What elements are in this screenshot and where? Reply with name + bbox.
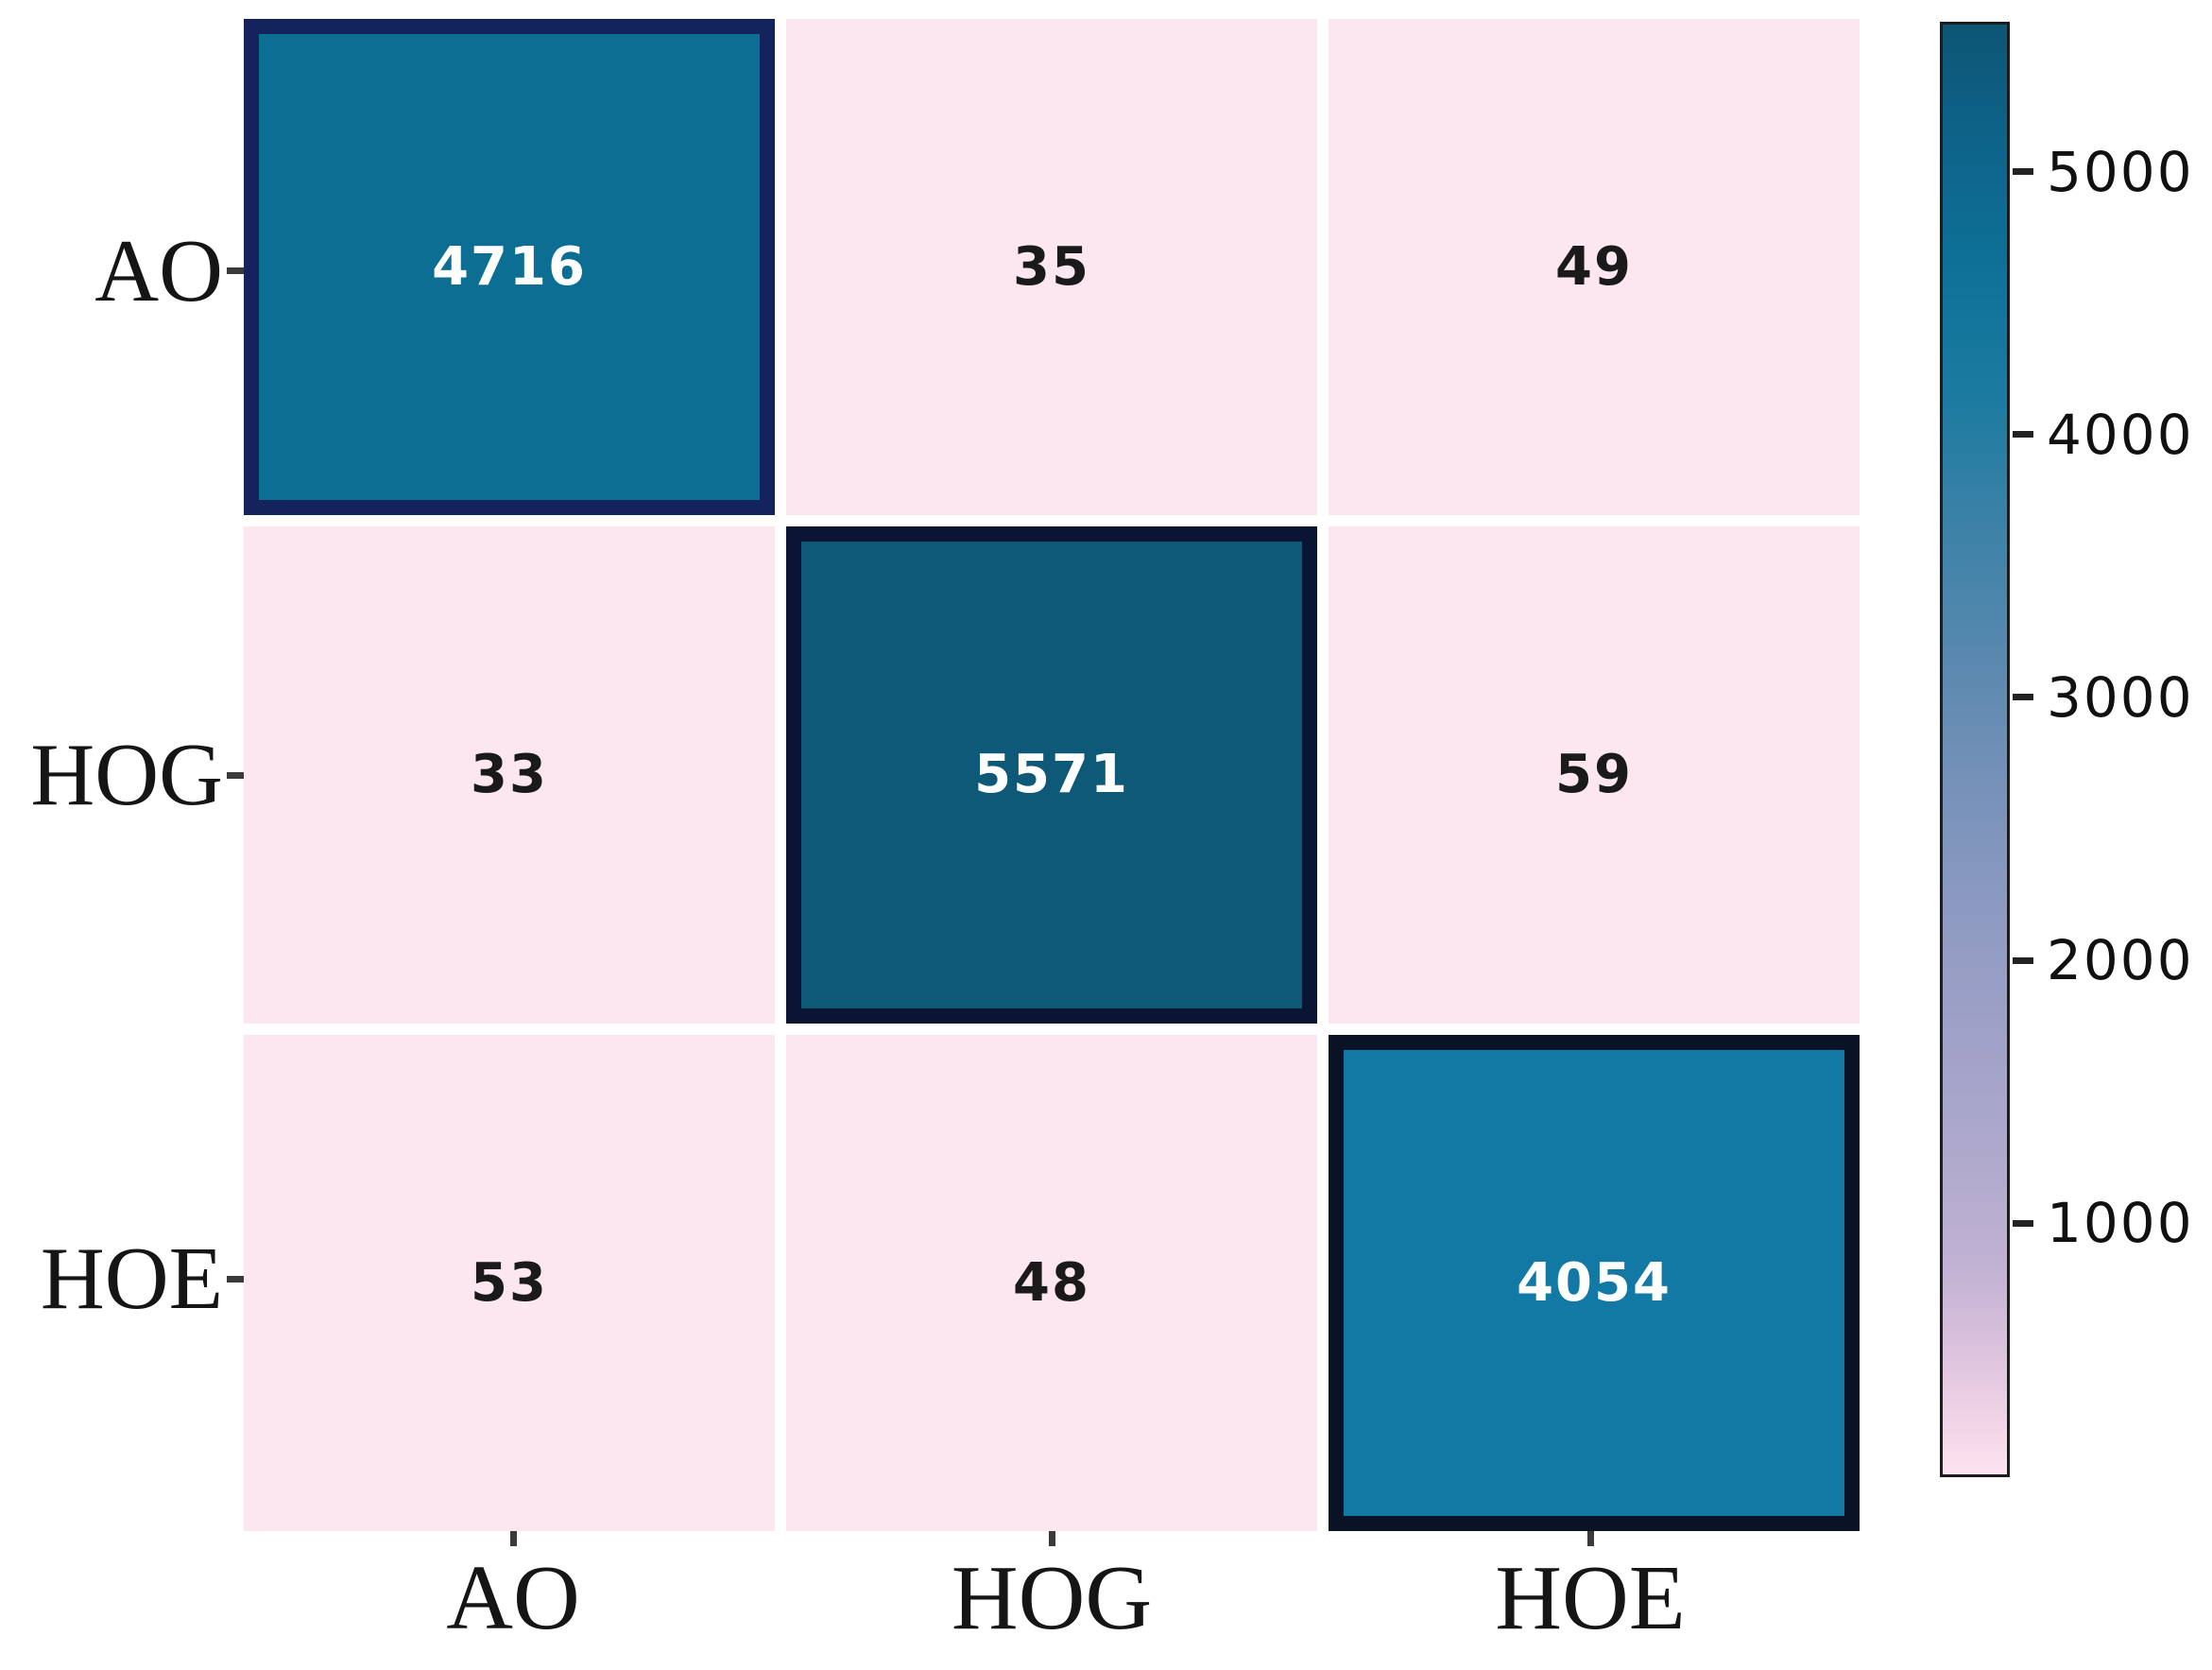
colorbar-tick-mark: [2013, 694, 2033, 701]
colorbar-tick-mark: [2013, 1219, 2033, 1227]
y-axis-labels: AO HOG HOE: [0, 19, 244, 1531]
heatmap-cell: 4054: [1329, 1034, 1860, 1531]
colorbar-tick: 1000: [2013, 1191, 2194, 1255]
heatmap-cell: 33: [244, 526, 775, 1024]
colorbar-tick: 4000: [2013, 403, 2194, 467]
x-axis-label-hog: HOG: [782, 1531, 1321, 1670]
colorbar-tick: 5000: [2013, 140, 2194, 204]
colorbar-tick-label: 4000: [2047, 402, 2194, 467]
x-axis-label-ao: AO: [244, 1531, 782, 1670]
heatmap-cell: 53: [244, 1034, 775, 1531]
x-axis-label-hoe: HOE: [1321, 1531, 1860, 1670]
y-axis-label-hoe: HOE: [0, 1234, 244, 1323]
y-axis-tick-mark: [227, 267, 244, 275]
colorbar-tick-mark: [2013, 168, 2033, 176]
colorbar-tick-label: 3000: [2047, 664, 2194, 730]
x-axis-tick-mark: [1586, 1531, 1594, 1546]
x-axis-label-text: AO: [446, 1547, 580, 1649]
x-axis-tick-mark: [509, 1531, 517, 1546]
colorbar-tick-label: 1000: [2047, 1191, 2194, 1256]
colorbar: 5000 4000 3000 2000 1000: [1940, 22, 2212, 1477]
heatmap-cell: 48: [786, 1034, 1317, 1531]
y-axis-tick-mark: [227, 771, 244, 779]
x-axis-label-text: HOG: [951, 1547, 1153, 1649]
heatmap-cell: 35: [786, 19, 1317, 516]
colorbar-tick: 2000: [2013, 928, 2194, 992]
x-axis-tick-mark: [1048, 1531, 1055, 1546]
colorbar-tick-label: 2000: [2047, 928, 2194, 993]
x-axis-label-text: HOE: [1495, 1547, 1686, 1649]
heatmap-cell: 49: [1329, 19, 1860, 516]
colorbar-tick-mark: [2013, 431, 2033, 439]
heatmap-cell: 5571: [786, 526, 1317, 1024]
heatmap-cell: 59: [1329, 526, 1860, 1024]
colorbar-tick-mark: [2013, 956, 2033, 964]
y-axis-label-text: HOG: [30, 726, 223, 824]
colorbar-tick-label: 5000: [2047, 139, 2194, 204]
y-axis-label-text: AO: [94, 221, 223, 320]
colorbar-tick: 3000: [2013, 665, 2194, 730]
y-axis-label-hog: HOG: [0, 731, 244, 819]
x-axis-labels: AO HOG HOE: [244, 1531, 1860, 1670]
y-axis-label-text: HOE: [40, 1230, 223, 1329]
heatmap-grid: 4716 35 49 33 5571 59 53 48 4054: [244, 19, 1860, 1531]
heatmap-cell: 4716: [244, 19, 775, 516]
y-axis-label-ao: AO: [0, 227, 244, 316]
colorbar-gradient: [1940, 22, 2010, 1477]
y-axis-tick-mark: [227, 1275, 244, 1283]
